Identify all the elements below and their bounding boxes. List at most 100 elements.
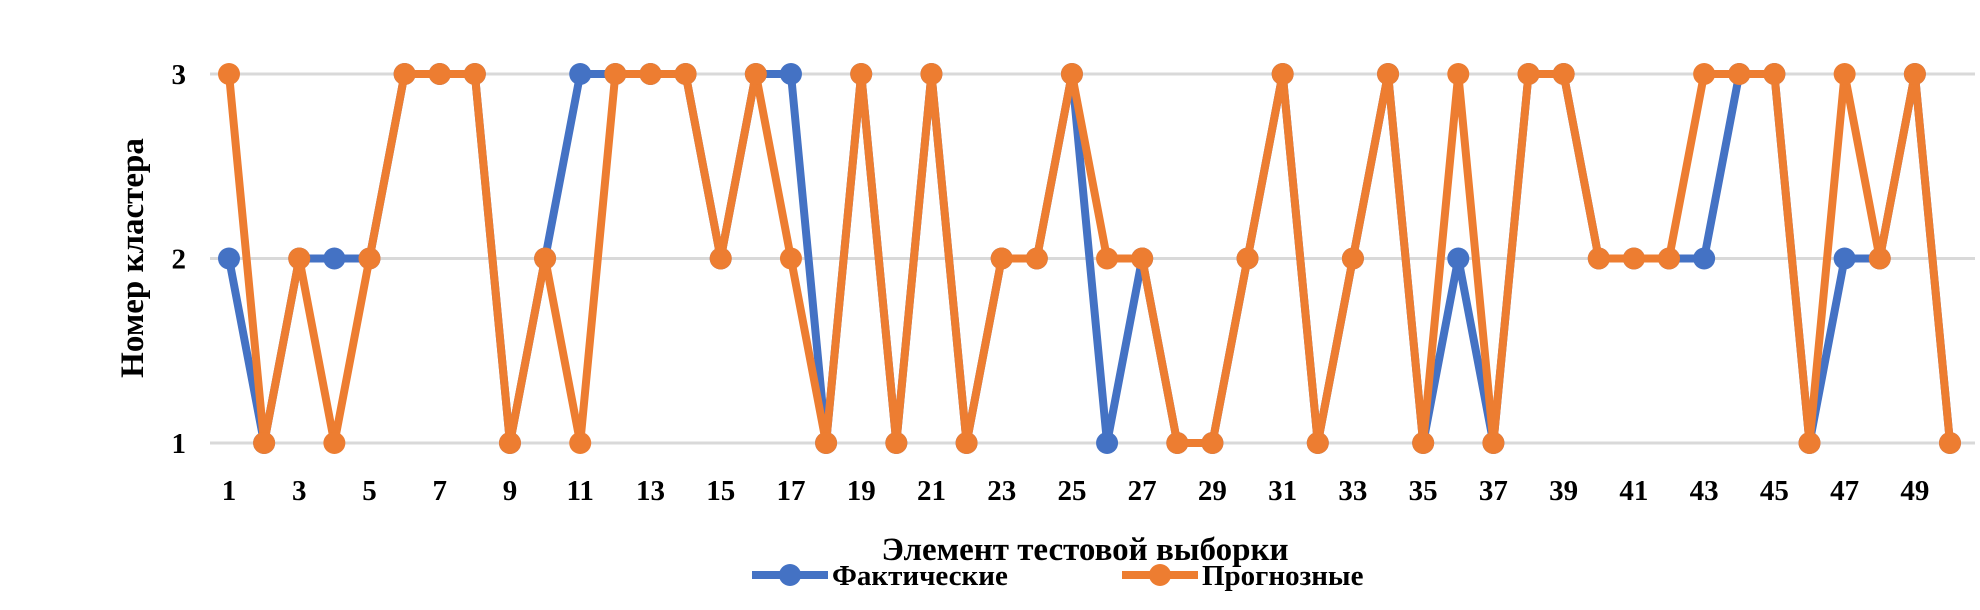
x-tick-label: 21 [917, 475, 946, 507]
x-tick-label: 29 [1198, 475, 1227, 507]
data-point [1447, 63, 1470, 85]
x-tick-label: 35 [1409, 475, 1438, 507]
data-point [1552, 63, 1575, 85]
data-point [1341, 247, 1364, 270]
data-point [1377, 63, 1400, 85]
data-point [1271, 63, 1294, 85]
data-point [779, 63, 802, 85]
data-point [1096, 247, 1119, 270]
y-axis-title: Номер кластера [115, 138, 151, 378]
x-tick-label: 1 [222, 475, 237, 507]
data-point [1939, 432, 1961, 454]
x-tick-label: 13 [636, 475, 665, 507]
data-point [709, 247, 732, 270]
data-point [323, 432, 346, 454]
y-tick-label: 2 [172, 244, 187, 276]
x-tick-label: 37 [1479, 475, 1508, 507]
x-tick-label: 43 [1690, 475, 1719, 507]
x-tick-label: 5 [362, 475, 377, 507]
data-point [779, 247, 802, 270]
series-predicted [218, 63, 1961, 454]
legend-label-actual: Фактические [832, 560, 1008, 592]
data-point [885, 432, 908, 454]
data-point [1868, 247, 1891, 270]
x-tick-label: 39 [1549, 475, 1578, 507]
data-point [1798, 432, 1821, 454]
data-point [569, 63, 592, 85]
data-point [1236, 247, 1259, 270]
data-point [323, 247, 346, 270]
data-point [1025, 247, 1048, 270]
x-tick-label: 27 [1128, 475, 1157, 507]
data-point [1517, 63, 1540, 85]
data-point [463, 63, 486, 85]
data-point [428, 63, 451, 85]
data-point [1622, 247, 1645, 270]
data-point [218, 63, 240, 85]
data-point [604, 63, 627, 85]
x-tick-label: 7 [432, 475, 447, 507]
data-point [1903, 63, 1926, 85]
x-tick-label: 49 [1900, 475, 1929, 507]
data-point [1166, 432, 1189, 454]
data-point [1482, 432, 1505, 454]
series-group [218, 63, 1961, 454]
data-point [288, 247, 311, 270]
x-tick-label: 45 [1760, 475, 1789, 507]
x-tick-label: 33 [1338, 475, 1367, 507]
x-tick-label: 17 [776, 475, 805, 507]
data-point [253, 432, 276, 454]
data-point [498, 432, 521, 454]
data-point [1693, 63, 1716, 85]
data-point [1306, 432, 1329, 454]
legend-item-predicted[interactable]: Прогнозные [1122, 560, 1364, 592]
legend-item-actual[interactable]: Фактические [752, 560, 1008, 592]
y-tick-label: 1 [172, 428, 187, 460]
data-point [850, 63, 873, 85]
data-point [1096, 432, 1119, 454]
x-tick-label: 9 [503, 475, 518, 507]
data-point [218, 247, 240, 270]
x-tick-label: 11 [567, 475, 594, 507]
data-point [358, 247, 381, 270]
data-point [1693, 247, 1716, 270]
x-tick-label: 47 [1830, 475, 1859, 507]
data-point [815, 432, 838, 454]
data-point [955, 432, 978, 454]
x-tick-label: 23 [987, 475, 1016, 507]
data-point [1587, 247, 1610, 270]
data-point [1658, 247, 1681, 270]
x-tick-label: 25 [1057, 475, 1086, 507]
data-point [1201, 432, 1224, 454]
legend: Фактические Прогнозные [752, 560, 1364, 592]
legend-label-predicted: Прогнозные [1202, 560, 1364, 592]
data-point [990, 247, 1013, 270]
x-axis-ticks: 1 3 5 7 9 11 13 15 17 19 21 23 25 27 29 31 33 35 37 39 41 43 4… [222, 475, 1930, 507]
data-point [1833, 63, 1856, 85]
x-axis-title: Элемент тестовой выборки [882, 532, 1289, 568]
x-tick-label: 15 [706, 475, 735, 507]
data-point [1412, 432, 1435, 454]
data-point [1763, 63, 1786, 85]
legend-marker-predicted [1149, 564, 1171, 586]
x-tick-label: 19 [847, 475, 876, 507]
y-axis-ticks: 1 2 3 [172, 59, 187, 460]
data-point [744, 63, 767, 85]
data-point [1833, 247, 1856, 270]
data-point [1447, 247, 1470, 270]
data-point [920, 63, 943, 85]
data-point [1728, 63, 1751, 85]
data-point [569, 432, 592, 454]
x-tick-label: 41 [1619, 475, 1648, 507]
x-tick-label: 31 [1268, 475, 1297, 507]
data-point [1060, 63, 1083, 85]
data-point [674, 63, 697, 85]
y-tick-label: 3 [172, 59, 187, 91]
data-point [1131, 247, 1154, 270]
x-tick-label: 3 [292, 475, 307, 507]
data-point [639, 63, 662, 85]
legend-marker-actual [779, 564, 801, 586]
data-point [393, 63, 416, 85]
data-point [534, 247, 557, 270]
